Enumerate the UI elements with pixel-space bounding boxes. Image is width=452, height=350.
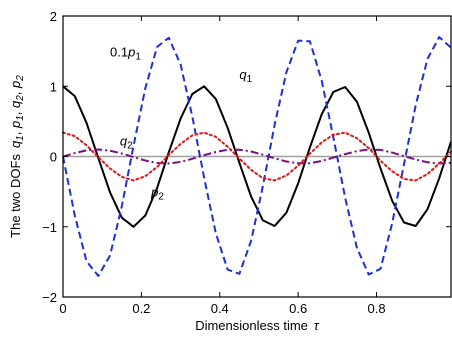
x-tick-label: 0.2 — [132, 301, 150, 316]
y-axis-title-text: The two DOFs — [8, 154, 23, 238]
x-tick-label: 0.6 — [289, 301, 307, 316]
x-tick-label: 0.4 — [211, 301, 229, 316]
x-axis-title: Dimensionless time τ — [195, 318, 320, 333]
y-tick-label: 1 — [50, 79, 57, 94]
y-axis: −2 −1 0 1 2 — [42, 9, 451, 305]
annotation-q2: q2 — [120, 133, 133, 151]
x-axis-title-text: Dimensionless time — [195, 318, 308, 333]
x-tick-label: 0.8 — [367, 301, 385, 316]
annotation-q1: q1 — [239, 67, 252, 85]
y-axis-title-symbols: q1, p1, q2, p2 — [8, 75, 26, 148]
x-tick-label: 0 — [59, 301, 66, 316]
y-tick-label: −1 — [42, 220, 57, 235]
series-line-q2 — [62, 148, 452, 165]
y-tick-label: −2 — [42, 290, 57, 305]
y-axis-title: The two DOFs q1, p1, q2, p2 — [8, 75, 26, 238]
series-line-q1 — [62, 85, 452, 228]
annotation-p2: p2 — [150, 185, 164, 203]
series-layer — [62, 36, 452, 277]
annotation-p1: 0.1p1 — [110, 45, 141, 63]
x-axis-title-symbol: τ — [314, 318, 320, 333]
x-axis: 0 0.2 0.4 0.6 0.8 — [59, 16, 386, 316]
series-line-01p1 — [62, 36, 452, 277]
y-tick-label: 2 — [50, 9, 57, 24]
y-tick-label: 0 — [50, 150, 57, 165]
series-annotations: q1 0.1p1 q2 p2 — [110, 45, 253, 203]
series-line-p2 — [62, 131, 452, 182]
